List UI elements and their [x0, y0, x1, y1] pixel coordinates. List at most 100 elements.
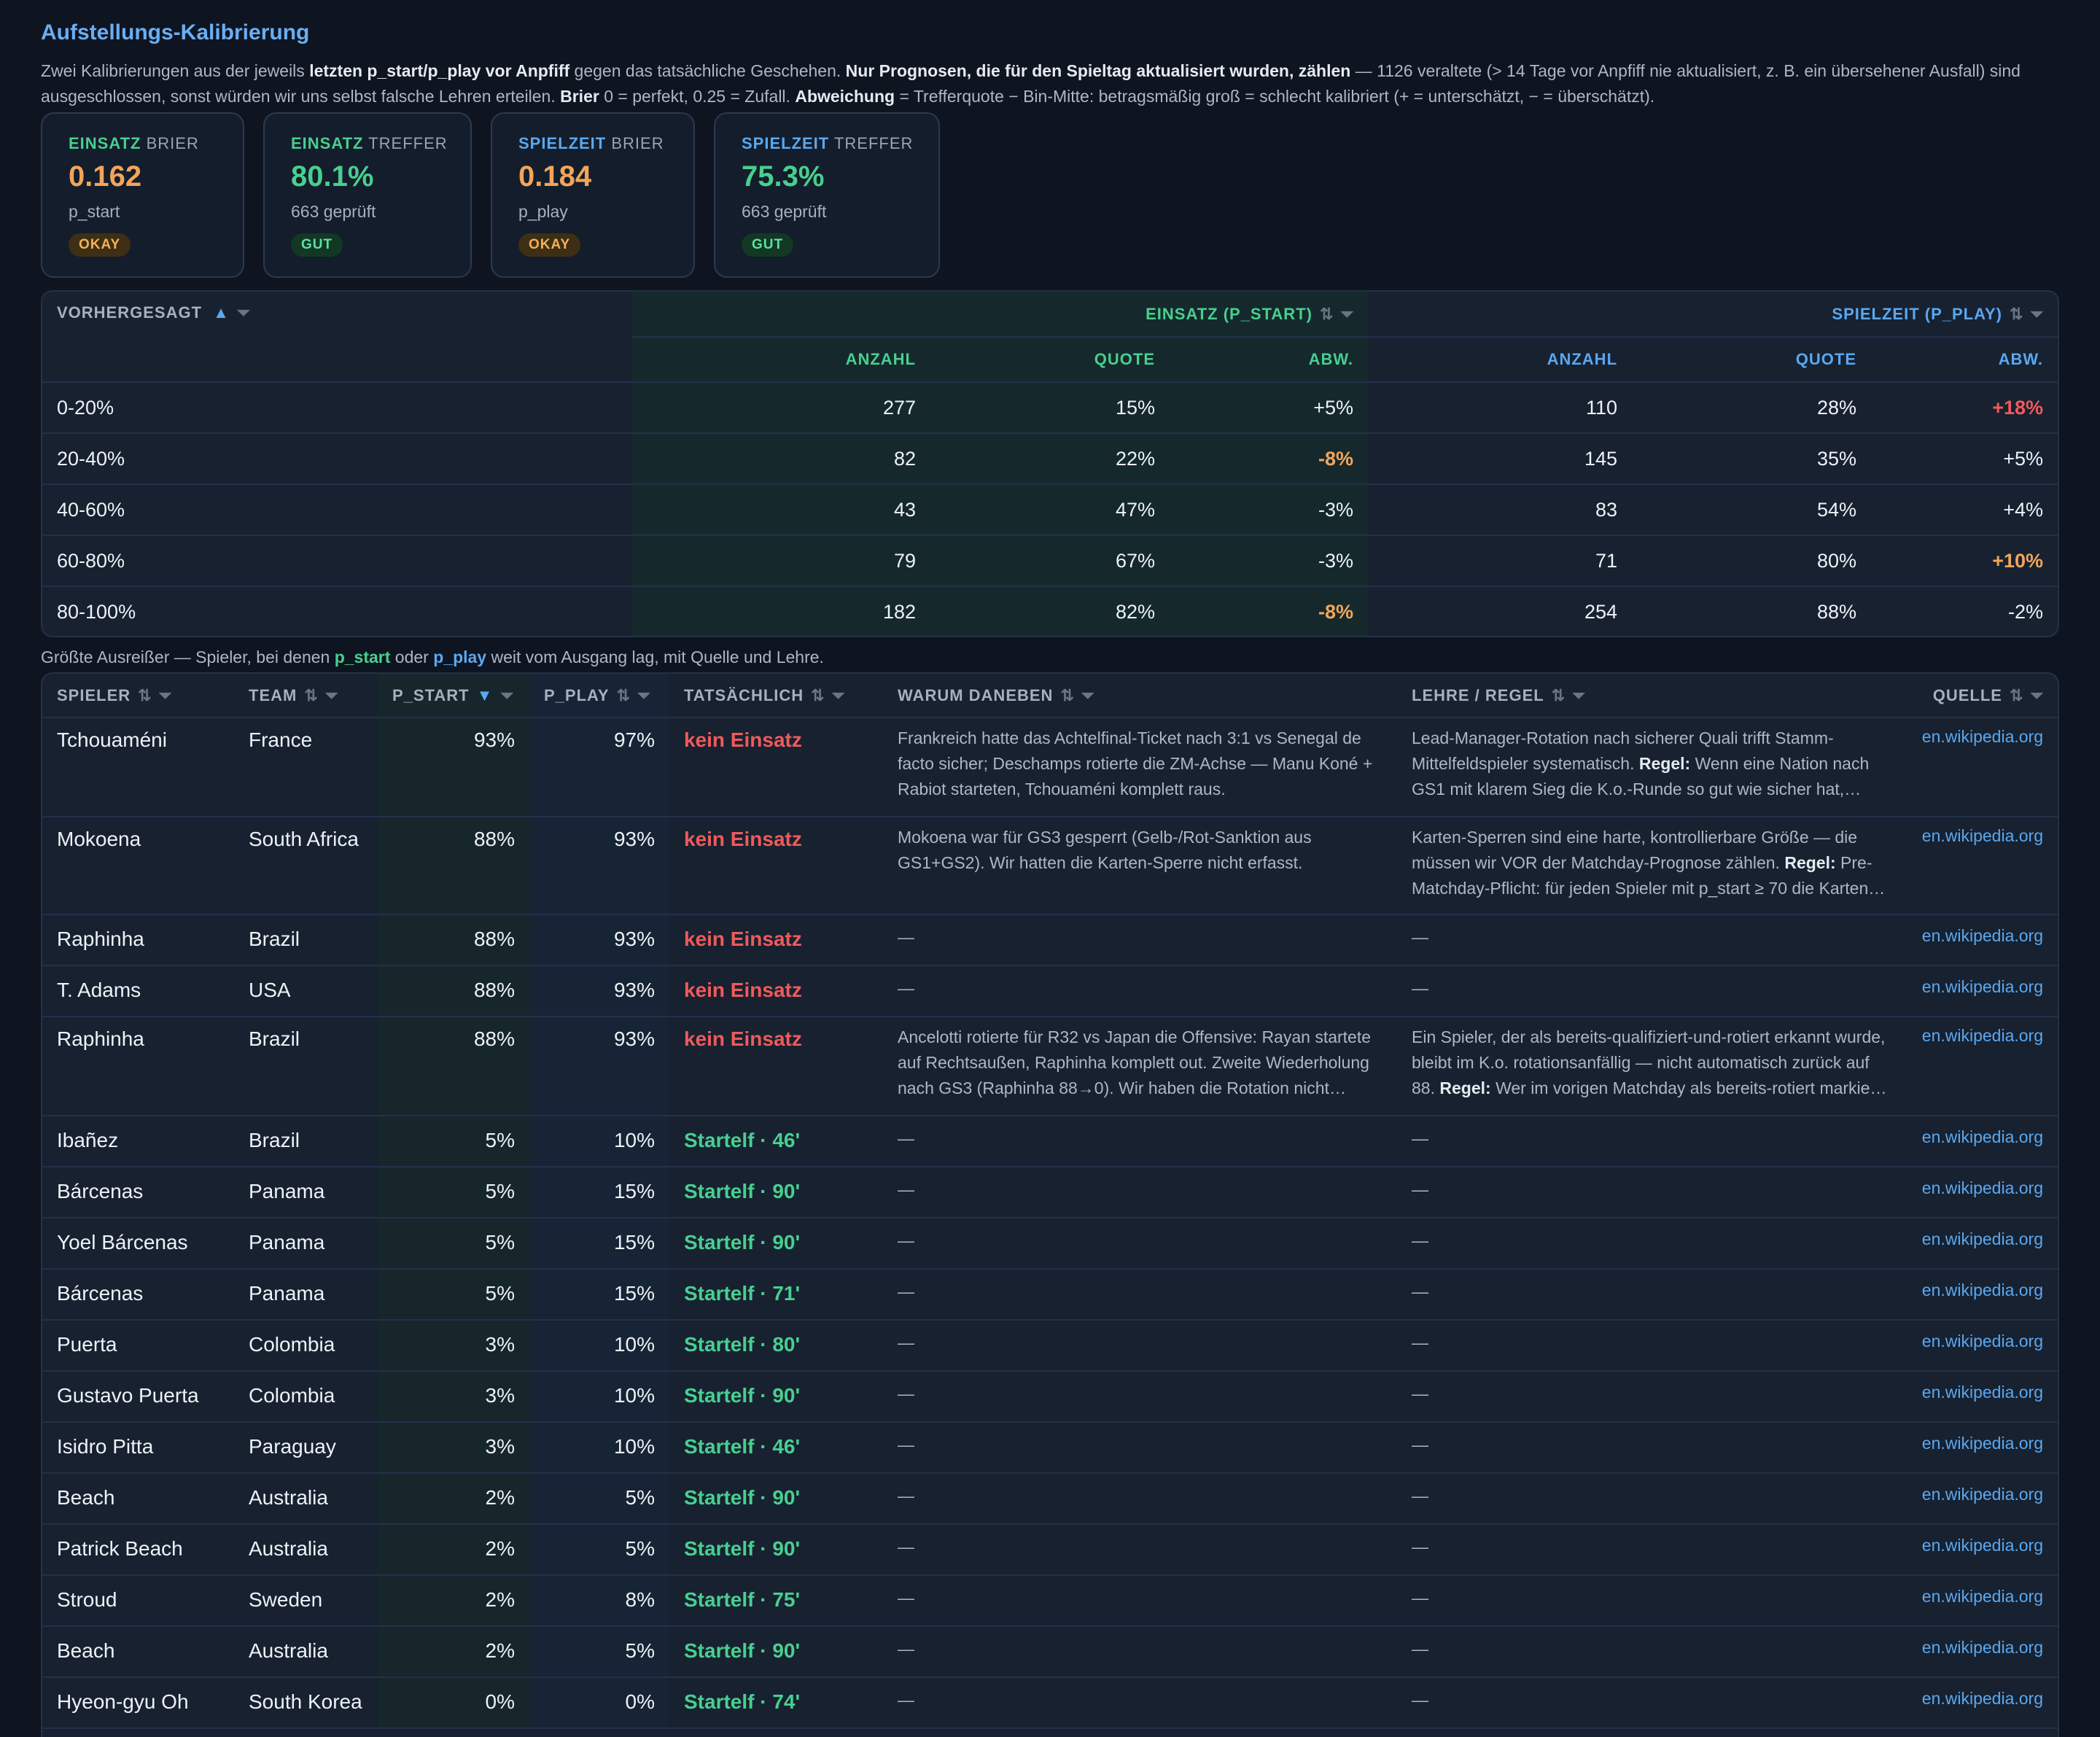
group-header-einsatz[interactable]: EINSATZ (P_START) ⇅ ⏷: [632, 292, 1369, 338]
p-start-value: 5%: [378, 1269, 529, 1321]
team-name: France: [234, 718, 378, 817]
card-einsatz-brier: EINSATZ BRIER 0.162 p_start OKAY: [41, 112, 244, 278]
why-cell: —: [883, 1677, 1397, 1729]
filter-icon[interactable]: ⏷: [1572, 685, 1585, 704]
table-row[interactable]: Patrick Beach Australia 2% 5% Startelf · 90'…: [42, 1524, 2058, 1576]
table-row[interactable]: Hyeon-gyu Oh South Korea 0% 0% Startelf · 74…: [42, 1677, 2058, 1729]
header-quelle[interactable]: QUELLE ⇅ ⏷: [1902, 674, 2058, 718]
table-row[interactable]: Raphinha Brazil 88% 93% kein Einsatz Ancelott…: [42, 1017, 2058, 1116]
table-row[interactable]: Gustavo Puerta Colombia 3% 10% Startelf · 90…: [42, 1371, 2058, 1423]
table-row[interactable]: Stroud Sweden 2% 8% Startelf · 75' — — en.wikip…: [42, 1575, 2058, 1627]
spielzeit-abw: +10%: [1871, 535, 2058, 587]
table-row[interactable]: Bárcenas Panama 5% 15% Startelf · 90' — — en.wi…: [42, 1167, 2058, 1219]
spielzeit-quote: 88%: [1816, 601, 1857, 623]
table-row[interactable]: Beach Australia 2% 5% Startelf · 90' — — en.wik…: [42, 1626, 2058, 1678]
sort-icon[interactable]: ⇅: [138, 685, 152, 704]
filter-icon[interactable]: ⏷: [158, 685, 172, 704]
lesson-text: —: [1412, 1486, 1428, 1505]
player-name: Tchouaméni: [42, 718, 234, 817]
filter-icon[interactable]: ⏷: [637, 685, 650, 704]
source-link[interactable]: en.wikipedia.org: [1902, 1473, 2058, 1525]
source-link[interactable]: en.wikipedia.org: [1902, 1575, 2058, 1627]
col-spielzeit-quote: QUOTE: [1632, 337, 1872, 383]
header-lehre[interactable]: LEHRE / REGEL ⇅ ⏷: [1397, 674, 1902, 718]
source-link[interactable]: en.wikipedia.org: [1902, 1626, 2058, 1678]
filter-icon[interactable]: ⏷: [2030, 685, 2043, 704]
table-row[interactable]: Raphinha Brazil 88% 93% kein Einsatz — — en.wik…: [42, 914, 2058, 966]
source-link[interactable]: en.wikipedia.org: [1902, 1116, 2058, 1167]
source-link[interactable]: en.wikipedia.org: [1902, 1422, 2058, 1474]
why-text: —: [898, 1588, 914, 1607]
source-link[interactable]: en.wikipedia.org: [1902, 1320, 2058, 1372]
player-name: Ibañez: [42, 1116, 234, 1167]
sort-icon[interactable]: ⇅: [304, 685, 318, 704]
sort-icon[interactable]: ⇅: [811, 685, 825, 704]
table-row[interactable]: Yoel Bárcenas Panama 5% 15% Startelf · 90' — —…: [42, 1218, 2058, 1270]
sort-icon[interactable]: ⇅: [616, 685, 631, 704]
source-link[interactable]: en.wikipedia.org: [1902, 1269, 2058, 1321]
p-start-value: 2%: [378, 1575, 529, 1627]
filter-icon[interactable]: ⏷: [1340, 304, 1354, 323]
source-link[interactable]: en.wikipedia.org: [1902, 1677, 2058, 1729]
sort-icon[interactable]: ⇅: [1319, 304, 1334, 323]
table-row[interactable]: Isidro Pitta Paraguay 3% 10% Startelf · 46' —…: [42, 1422, 2058, 1474]
sort-descending-icon[interactable]: ▼: [476, 685, 494, 704]
source-link[interactable]: en.wikipedia.org: [1902, 718, 2058, 817]
lesson-rule-text: Wer im vorigen Matchday als bereits-roti…: [1496, 1079, 1881, 1097]
p-play-value: 93%: [529, 965, 669, 1017]
lesson-cell: Karten-Sperren sind eine harte, kontroll…: [1397, 817, 1902, 915]
lesson-text: —: [1412, 928, 1428, 947]
filter-icon[interactable]: ⏷: [831, 685, 845, 704]
why-text: —: [898, 928, 914, 947]
source-link[interactable]: en.wikipedia.org: [1902, 965, 2058, 1017]
source-link[interactable]: en.wikipedia.org: [1902, 1167, 2058, 1219]
header-spieler[interactable]: SPIELER ⇅ ⏷: [42, 674, 234, 718]
table-row[interactable]: Bárcenas Panama 5% 15% Startelf · 71' — — en.wi…: [42, 1269, 2058, 1321]
sort-ascending-icon[interactable]: ▲: [213, 303, 230, 322]
header-p-start[interactable]: P_START ▼ ⏷: [378, 674, 529, 718]
spielzeit-abw: -2%: [2008, 601, 2044, 623]
header-p-play[interactable]: P_PLAY ⇅ ⏷: [529, 674, 669, 718]
team-name: Panama: [234, 1167, 378, 1219]
source-link[interactable]: en.wikipedia.org: [1902, 1524, 2058, 1576]
filter-icon[interactable]: ⏷: [2030, 304, 2044, 323]
source-link[interactable]: en.wikipedia.org: [1902, 1017, 2058, 1116]
table-row[interactable]: Ibañez Brazil 5% 10% Startelf · 46' — — en.wiki…: [42, 1116, 2058, 1167]
spielzeit-abw: +5%: [1871, 433, 2058, 485]
sort-icon[interactable]: ⇅: [1551, 685, 1566, 704]
group-header-spielzeit[interactable]: SPIELZEIT (P_PLAY) ⇅ ⏷: [1368, 292, 2058, 338]
einsatz-quote: 47%: [930, 484, 1170, 536]
source-link[interactable]: en.wikipedia.org: [1902, 914, 2058, 966]
p-start-value: 5%: [378, 1218, 529, 1270]
einsatz-abw: -3%: [1170, 484, 1369, 536]
header-tatsaechlich[interactable]: TATSÄCHLICH ⇅ ⏷: [669, 674, 883, 718]
filter-icon[interactable]: ⏷: [500, 685, 513, 704]
lesson-rule-text: Pre-Matchday-Pflicht: für jeden Spieler …: [1412, 853, 1874, 898]
actual-outcome: Startelf · 74': [669, 1677, 883, 1729]
lesson-text: —: [1412, 979, 1428, 998]
team-name: Colombia: [234, 1371, 378, 1423]
lesson-text: Karten-Sperren sind eine harte, kontroll…: [1412, 828, 1858, 872]
p-play-value: 93%: [529, 1017, 669, 1116]
header-warum-daneben[interactable]: WARUM DANEBEN ⇅ ⏷: [883, 674, 1397, 718]
table-row[interactable]: T. Adams USA 88% 93% kein Einsatz — — en.wikipe…: [42, 965, 2058, 1017]
table-row[interactable]: Beach Australia 2% 5% Startelf · 90' — — en.wik…: [42, 1473, 2058, 1525]
filter-icon[interactable]: ⏷: [324, 685, 338, 704]
table-row[interactable]: Puerta Colombia 3% 10% Startelf · 80' — — en.wi…: [42, 1320, 2058, 1372]
actual-outcome: kein Einsatz: [669, 965, 883, 1017]
header-team[interactable]: TEAM ⇅ ⏷: [234, 674, 378, 718]
sort-icon[interactable]: ⇅: [2009, 304, 2023, 323]
filter-icon[interactable]: ⏷: [236, 303, 250, 322]
table-row[interactable]: Mokoena South Africa 88% 93% kein Einsatz Mok…: [42, 817, 2058, 915]
source-link[interactable]: en.wikipedia.org: [1902, 817, 2058, 915]
actual-outcome: Startelf · 80': [669, 1320, 883, 1372]
filter-icon[interactable]: ⏷: [1081, 685, 1094, 704]
sort-icon[interactable]: ⇅: [2009, 685, 2023, 704]
header-vorhergesagt[interactable]: VORHERGESAGT ▲ ⏷: [42, 292, 632, 383]
team-name: Australia: [234, 1473, 378, 1525]
source-link[interactable]: en.wikipedia.org: [1902, 1218, 2058, 1270]
table-row[interactable]: Tchouaméni France 93% 97% kein Einsatz Frankr…: [42, 718, 2058, 817]
p-start-value: 88%: [378, 817, 529, 915]
source-link[interactable]: en.wikipedia.org: [1902, 1371, 2058, 1423]
sort-icon[interactable]: ⇅: [1060, 685, 1074, 704]
